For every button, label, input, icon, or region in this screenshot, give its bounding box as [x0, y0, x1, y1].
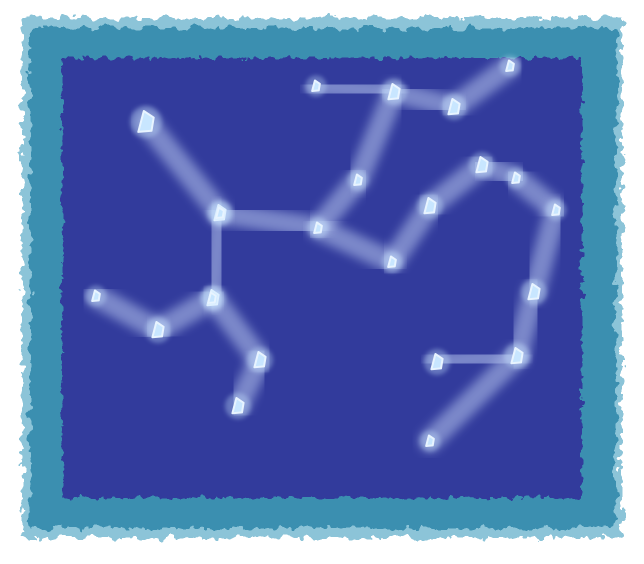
constellation-stars	[85, 55, 567, 452]
star-glyph-icon	[137, 110, 155, 133]
star-icon[interactable]	[209, 202, 231, 224]
constellation-link-9	[347, 81, 405, 191]
constellation-link-1	[135, 111, 231, 224]
constellation-link-5	[209, 202, 329, 239]
constellation-link-19	[419, 345, 528, 452]
star-glyph-icon	[253, 351, 267, 369]
star-glyph-icon	[475, 156, 489, 174]
star-icon[interactable]	[347, 169, 369, 191]
star-glyph-icon	[215, 206, 225, 219]
star-glyph-icon	[207, 291, 217, 304]
star-icon[interactable]	[521, 279, 547, 305]
star-icon[interactable]	[381, 251, 403, 273]
star-icon[interactable]	[504, 343, 530, 369]
star-glyph-icon	[430, 353, 444, 371]
star-glyph-icon	[527, 283, 541, 301]
star-glyph-icon	[387, 83, 401, 101]
star-icon[interactable]	[505, 167, 527, 189]
star-icon[interactable]	[307, 217, 329, 239]
star-glyph-icon	[91, 289, 101, 302]
star-glyph-icon	[425, 434, 435, 447]
star-icon[interactable]	[499, 55, 521, 77]
star-glyph-icon	[313, 221, 323, 234]
star-icon[interactable]	[424, 349, 450, 375]
constellation-link-6	[307, 217, 403, 273]
star-icon[interactable]	[545, 199, 567, 221]
constellation-link-16	[523, 199, 567, 303]
star-icon[interactable]	[225, 393, 251, 419]
constellation-link-2	[202, 202, 231, 309]
star-glyph-icon	[551, 203, 561, 216]
star-glyph-icon	[423, 197, 437, 215]
star-icon[interactable]	[130, 106, 162, 138]
star-icon[interactable]	[201, 287, 223, 309]
star-glyph-icon	[505, 59, 515, 72]
star-glyph-icon	[311, 79, 321, 92]
star-glyph-icon	[447, 98, 461, 116]
star-icon[interactable]	[247, 347, 273, 373]
star-icon[interactable]	[85, 285, 107, 307]
star-icon[interactable]	[145, 317, 171, 343]
star-icon[interactable]	[381, 79, 407, 105]
star-glyph-icon	[151, 321, 165, 339]
star-icon[interactable]	[417, 193, 443, 219]
star-icon[interactable]	[469, 152, 495, 178]
star-glyph-icon	[353, 173, 363, 186]
star-icon[interactable]	[305, 75, 327, 97]
star-glyph-icon	[510, 347, 524, 365]
star-glyph-icon	[231, 397, 245, 415]
constellation-link-10	[305, 75, 405, 103]
star-glyph-icon	[511, 171, 521, 184]
star-glyph-icon	[387, 255, 397, 268]
star-icon[interactable]	[419, 430, 441, 452]
star-icon[interactable]	[441, 94, 467, 120]
